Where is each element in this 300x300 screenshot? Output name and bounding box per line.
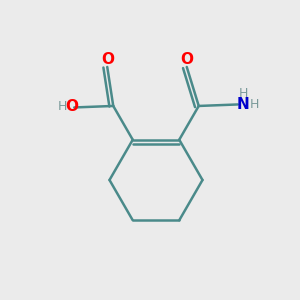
Text: N: N	[237, 97, 250, 112]
Text: H: H	[58, 100, 68, 113]
Text: O: O	[101, 52, 114, 67]
Text: H: H	[250, 98, 259, 111]
Text: O: O	[180, 52, 193, 67]
Text: O: O	[65, 99, 78, 114]
Text: H: H	[238, 87, 248, 100]
